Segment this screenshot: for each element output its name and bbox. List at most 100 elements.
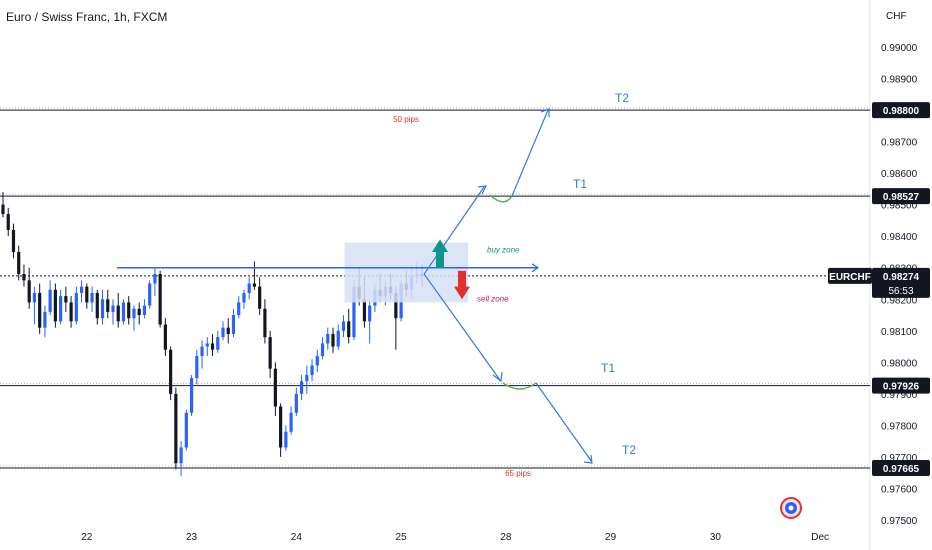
candle-body [111,305,115,312]
level-price-badge [872,377,930,394]
candle-body [158,274,162,325]
x-tick-label: 25 [396,532,408,543]
current-price-badge [872,267,930,298]
candle-body [310,365,314,375]
candle-body [252,283,257,287]
candle-body [11,229,16,252]
y-tick-label: 0.98700 [881,138,918,149]
y-tick-label: 0.98900 [881,75,918,86]
x-tick-label: 29 [605,532,617,543]
candle-body [284,431,288,448]
candle-body [95,292,99,319]
candle-body [163,324,167,350]
projection-down-leg2 [535,382,593,464]
candle-body [100,299,105,319]
sell-zone-label: sell zone [477,294,509,303]
level-price-badge [872,459,930,476]
entry-zone-box [344,242,469,303]
candle-body [169,349,173,394]
candle-body [127,302,131,319]
candle-body [331,333,335,347]
level-price-badge [872,102,930,119]
projection-up-leg2 [511,108,550,197]
x-tick-label: 24 [291,532,303,543]
candle-body [184,412,188,448]
candles-layer [1,192,424,476]
level-price-label: 0.98800 [883,106,920,117]
projection-down-leg1 [423,273,503,383]
candle-body [394,292,398,319]
y-tick-label: 0.97700 [881,453,918,464]
x-tick-label: 30 [710,532,722,543]
candle-body [38,292,42,328]
candle-body [69,302,73,322]
candle-body [279,406,283,448]
candle-body [53,289,57,322]
candle-body [263,308,267,338]
candle-body [74,292,78,322]
candle-body [320,343,325,357]
candle-body [247,283,251,293]
current-price-label: 0.98274 [883,272,920,283]
buy-zone-label: buy zone [487,246,520,255]
candle-body [200,346,204,357]
target-up-t1: T1 [573,177,587,191]
projection-up-leg1 [423,185,488,275]
y-tick-label: 0.97800 [881,421,918,432]
pips-annotation-up: 50 pips [393,115,419,124]
bar-countdown-label: 56:53 [888,286,913,297]
candle-body [189,378,194,413]
candle-body [90,292,94,303]
pullback-curve-down [502,382,537,390]
candle-body [79,286,84,293]
candle-body [174,393,178,464]
candle-body [121,302,126,322]
pullback-curve-up [489,194,513,203]
x-tick-label: 22 [81,532,93,543]
candle-body [48,289,52,312]
candle-body [27,280,31,303]
y-tick-label: 0.97900 [881,390,918,401]
currency-label: CHF [886,11,907,22]
price-badges-layer: 0.98800 0.98527 0.97926 0.97665 EURCHF 0.9827… [828,102,930,476]
candle-body [294,393,298,413]
candle-body [116,305,120,322]
target-down-t1: T1 [601,361,615,375]
drawings-layer: buy zone sell zone T2 T1 T1 T2 50 pips 65 pips [117,91,636,478]
y-tick-label: 0.98400 [881,232,918,243]
candle-body [289,412,293,432]
sell-arrow-icon [454,270,470,300]
level-price-label: 0.98527 [883,192,920,203]
candle-body [347,321,351,338]
candle-body [142,305,147,316]
candle-body [368,305,372,322]
watermark-logo [780,497,802,519]
candle-body [1,204,5,215]
candle-body [258,286,262,309]
candle-body [216,337,220,350]
symbol-badge [828,267,872,284]
candle-body [6,214,10,230]
chart-title: Euro / Swiss Franc, 1h, FXCM [6,10,167,24]
candle-body [195,356,199,379]
axis-layer: 0.99000 0.98900 0.98800 0.98700 0.98600 0.985… [81,43,917,543]
candle-body [326,333,330,344]
candle-body [148,283,152,306]
candle-body [237,302,241,316]
candle-body [315,356,319,366]
candle-body [336,330,340,347]
candle-body [59,296,63,322]
levels-layer [0,107,870,469]
candle-body [43,311,47,328]
y-tick-label: 0.98500 [881,201,918,212]
candle-body [299,381,304,394]
candle-body [221,327,225,338]
candle-body [352,286,356,338]
candle-body [132,308,136,319]
candle-body [231,315,236,334]
candle-body [106,299,110,312]
level-price-label: 0.97926 [883,382,920,393]
level-price-label: 0.97665 [883,464,920,475]
candle-body [179,447,183,464]
